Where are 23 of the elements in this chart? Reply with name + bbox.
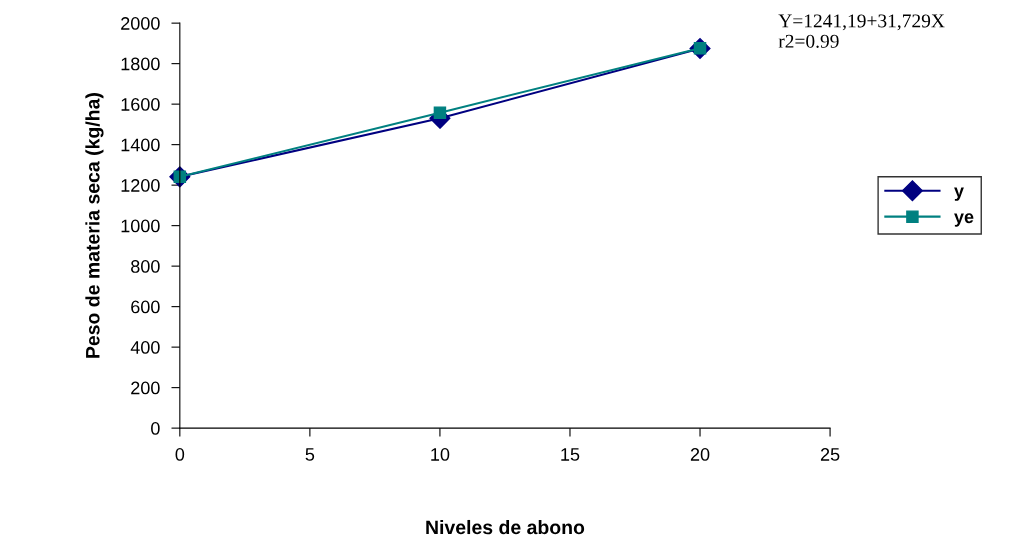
legend-label: ye <box>954 213 974 227</box>
y-tick-label: 1200 <box>121 179 160 192</box>
y-tick-label: 2000 <box>121 17 160 30</box>
y-tick-label: 800 <box>131 260 160 273</box>
y-tick-label: 1600 <box>121 98 160 111</box>
x-tick-label: 10 <box>431 448 450 461</box>
y-tick-label: 600 <box>131 300 160 314</box>
y-axis-title: Peso de materia seca (kg/ha) <box>85 93 104 358</box>
x-tick-label: 20 <box>690 448 710 461</box>
y-tick-label: 200 <box>131 381 160 395</box>
y-tick-label: 1400 <box>121 138 160 152</box>
x-tick-label: 15 <box>561 448 580 461</box>
x-tick-label: 25 <box>820 448 840 461</box>
point <box>433 106 447 119</box>
annotation: Y=1241,19+31,729X r2=0.99 <box>778 14 945 48</box>
x-axis-title: Niveles de abono <box>426 519 585 535</box>
legend-label: y <box>954 187 964 201</box>
y-tick-label: 400 <box>130 341 160 354</box>
x-tick-label: 5 <box>305 448 315 461</box>
y-tick-label: 1800 <box>121 57 160 71</box>
y-tick-label: 1000 <box>121 219 160 233</box>
x-tick-label: 0 <box>175 448 185 461</box>
y-tick-label: 0 <box>151 422 160 435</box>
